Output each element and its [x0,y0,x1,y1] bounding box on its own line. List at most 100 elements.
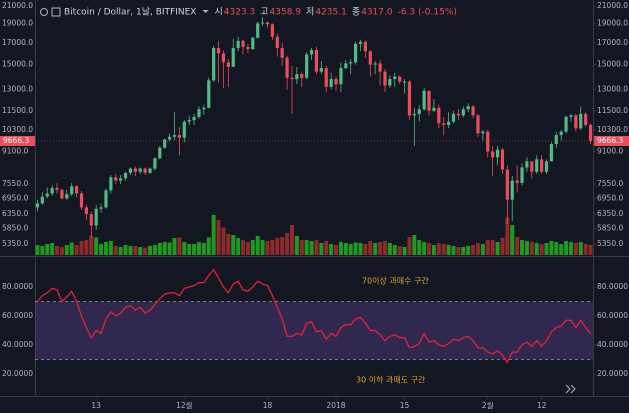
candle-body [471,106,475,116]
candle-body [75,186,79,194]
candle-body [251,37,255,50]
candle-body [505,169,509,200]
dropdown-arrow [202,10,209,13]
volume-bar [319,243,324,255]
readout-change: -6.3 (-0.15%) [398,8,457,18]
y-tick-label: 17000.0 [597,38,628,47]
candle-body [559,131,563,136]
candle-body [241,40,245,47]
candle-body [398,76,402,82]
volume-bar [177,237,182,255]
readout-label: 시 [214,7,222,18]
candle-body [349,62,353,64]
candle-body [158,147,162,159]
volume-bar [128,246,133,255]
candle-body [447,121,451,125]
candle-body [84,207,88,215]
volume-bar [236,238,241,255]
candle-body [45,193,49,197]
rsi-tick-label: 20.0000 [2,369,33,378]
volume-bar [397,246,402,255]
candle-body [270,24,274,37]
y-tick-label: 5850.0 [2,223,28,232]
volume-bar [382,241,387,255]
volume-bar [441,244,446,255]
candle-body [427,90,431,111]
candle-body [314,50,319,72]
volume-bar [466,246,471,255]
volume-bar [583,244,588,255]
candle-body [60,189,64,199]
volume-bar [461,247,466,255]
volume-bar [417,240,422,255]
volume-bar [255,236,260,255]
volume-bar [113,246,118,255]
volume-bar [353,242,358,255]
volume-bar [162,242,167,255]
volume-bar [250,240,255,255]
candle-body [187,120,191,122]
candle-body [530,161,534,172]
candle-body [35,203,40,208]
symbol-title[interactable]: Bitcoin / Dollar, 1날, BITFINEX [64,7,196,18]
candle-body [358,41,363,44]
candle-body [422,90,426,110]
y-tick-label: 19000.0 [597,18,628,27]
volume-bar [275,238,280,255]
volume-bar [588,245,593,255]
candle-body [305,54,309,78]
candle-body [70,186,74,195]
volume-bar [299,240,304,255]
volume-bar [211,215,216,255]
y-tick-label: 9100.0 [597,147,623,156]
y-tick-label: 7550.0 [2,179,28,188]
candle-body [168,136,172,140]
rsi-tick-label: 60.0000 [2,311,33,320]
volume-bar [265,241,270,255]
volume-bar [35,245,40,255]
rsi-line [36,268,592,364]
volume-bar [314,240,319,255]
y-tick-label: 5350.0 [597,239,623,248]
last-price-label: 9666.3 [597,136,623,145]
y-tick-label: 6950.0 [2,193,28,202]
volume-bar [304,240,309,255]
readout-value: 4358.9 [270,8,302,18]
candle-body [461,109,465,116]
volume-bar [84,240,89,255]
last-price-tag [594,136,629,147]
x-tick-label: 18 [263,401,273,410]
readout-value: 4317.0 [361,8,393,18]
volume-bar [108,241,113,255]
last-price-label: 9666.3 [3,136,29,145]
candle-body [569,115,573,117]
volume-bar [138,247,143,255]
rsi-tick-label: 80.0000 [2,282,33,291]
y-tick-label: 9100.0 [2,147,28,156]
volume-bar [471,245,476,255]
candle-body [495,149,500,158]
volume-bar [294,236,299,255]
candle-body [182,121,186,138]
volume-bar [280,237,285,255]
candle-body [544,161,549,172]
symbol-icon[interactable] [51,7,61,17]
volume-bar [245,242,250,255]
y-tick-label: 21000.0 [2,1,33,10]
collapse-icon[interactable] [40,8,48,16]
scroll-to-end-button[interactable] [565,384,576,394]
candle-body [212,47,216,81]
volume-bar [143,247,148,255]
volume-bar [152,245,157,255]
y-tick-label: 17000.0 [2,38,33,47]
volume-bar [329,244,334,255]
y-tick-label: 6350.0 [597,209,623,218]
candle-body [481,131,485,134]
candle-body [535,159,539,172]
volume-bar [167,242,172,255]
volume-bar [289,225,294,255]
volume-bar [40,246,45,255]
rsi-tick-label: 80.0000 [597,282,628,291]
volume-bar [564,241,569,255]
